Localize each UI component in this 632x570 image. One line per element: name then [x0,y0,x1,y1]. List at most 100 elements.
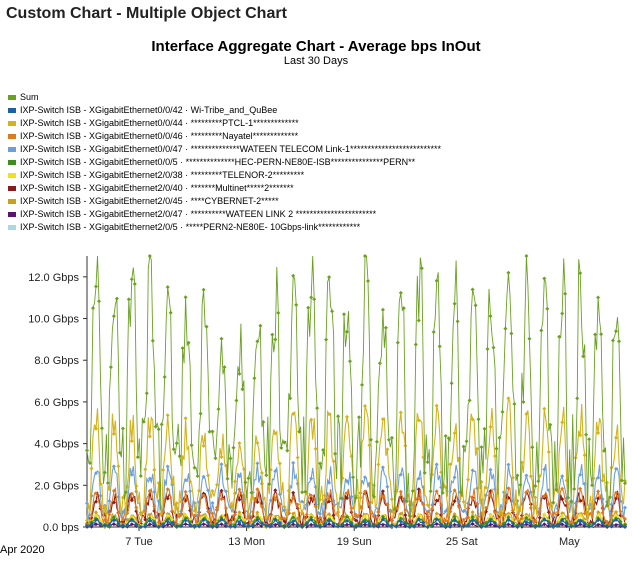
y-tick-label: 4.0 Gbps [34,439,79,451]
legend-item[interactable]: IXP-Switch ISB - XGigabitEthernet0/0/47 … [8,143,441,156]
series-point [599,332,604,337]
series-point [210,489,215,493]
series-point [291,273,296,278]
series-point [291,519,296,524]
series-point [488,424,493,429]
series-point [425,503,430,507]
chart-legend: Sum IXP-Switch ISB - XGigabitEthernet0/0/… [8,91,441,234]
y-tick-label: 6.0 Gbps [34,397,79,409]
series-point [255,517,260,522]
series-point [98,521,103,526]
series-point [279,445,284,450]
series-point [466,477,471,482]
series-point [228,503,233,508]
series-point [461,444,466,449]
series-point [600,478,605,483]
series-point [560,474,565,479]
series-point [345,491,349,496]
legend-item[interactable]: IXP-Switch ISB - XGigabitEthernet2/0/40 … [8,182,441,195]
x-start-label: Apr 2020 [0,544,45,556]
series-point [484,493,488,498]
series-point [309,517,314,522]
legend-item[interactable]: IXP-Switch ISB - XGigabitEthernet0/0/5 ·… [8,156,441,169]
series-point [183,516,188,521]
series-point [152,467,157,472]
series-point [170,520,175,525]
series-point [219,497,224,502]
legend-item[interactable]: IXP-Switch ISB - XGigabitEthernet0/0/42 … [8,104,441,117]
series-point [210,501,215,505]
series-point [519,522,524,527]
legend-item[interactable]: IXP-Switch ISB - XGigabitEthernet2/0/5 ·… [8,221,441,234]
series-point [313,523,318,528]
series-point [506,515,511,520]
legend-item[interactable]: IXP-Switch ISB - XGigabitEthernet2/0/38 … [8,169,441,182]
series-point [165,464,170,469]
series-point [600,521,605,526]
series-point [457,522,462,527]
series-point [386,437,391,442]
series-point [363,489,367,494]
series-point [491,345,496,350]
series-point [548,422,553,427]
plot-area: 0.0 bps 2.0 Gbps 4.0 Gbps 6.0 Gbps 8.0 Gbps 1… [0,250,632,565]
series-point [596,489,601,494]
series-point [204,324,209,329]
series-point [331,504,336,509]
series-point [560,420,565,425]
series-point [129,522,134,527]
app-title: Custom Chart - Multiple Object Chart [6,5,287,22]
series-point [297,429,302,434]
series-point [360,382,364,387]
series-point [222,365,227,370]
series-point [206,473,211,478]
series-point [237,441,242,446]
series-point [596,516,601,521]
series-point [506,517,511,522]
series-point [458,490,463,495]
series-point [510,475,515,480]
legend-item[interactable]: IXP-Switch ISB - XGigabitEthernet2/0/47 … [8,208,441,221]
series-point [425,524,430,529]
series-point [434,489,439,494]
legend-label: IXP-Switch ISB - XGigabitEthernet2/0/45 … [20,196,279,206]
series-point [488,513,493,518]
series-point [605,480,610,485]
series-point [105,481,110,485]
series-point [165,487,170,492]
legend-item[interactable]: IXP-Switch ISB - XGigabitEthernet0/0/46 … [8,130,441,143]
legend-item[interactable]: IXP-Switch ISB - XGigabitEthernet2/0/45 … [8,195,441,208]
series-point [206,509,211,514]
series-point [380,522,385,527]
series-point [501,497,506,502]
series-point [537,523,542,528]
y-tick-label: 0.0 bps [43,522,80,534]
series-point [312,297,317,302]
series-point [123,490,128,495]
series-point [524,520,529,525]
series-point [134,505,139,510]
series-point [560,311,565,316]
legend-label: IXP-Switch ISB - XGigabitEthernet0/0/44 … [20,118,299,128]
legend-item[interactable]: Sum [8,91,441,104]
series-point [277,502,282,506]
series-point [452,301,457,306]
series-point [587,437,592,442]
legend-item[interactable]: IXP-Switch ISB - XGigabitEthernet0/0/44 … [8,117,441,130]
series-point [147,518,152,523]
series-point [345,518,349,523]
series-point [188,489,193,494]
series-point [224,506,228,511]
series-point [434,403,439,408]
series-point [215,522,219,527]
series-point [488,314,493,319]
series-point [434,517,439,522]
x-tick-label: 13 Mon [228,536,265,548]
series-point [268,498,273,503]
series-point [322,522,327,527]
legend-swatch [8,225,16,230]
series-point [291,460,296,465]
series-point [94,499,98,504]
series-point [398,511,403,516]
series-point [276,310,281,315]
